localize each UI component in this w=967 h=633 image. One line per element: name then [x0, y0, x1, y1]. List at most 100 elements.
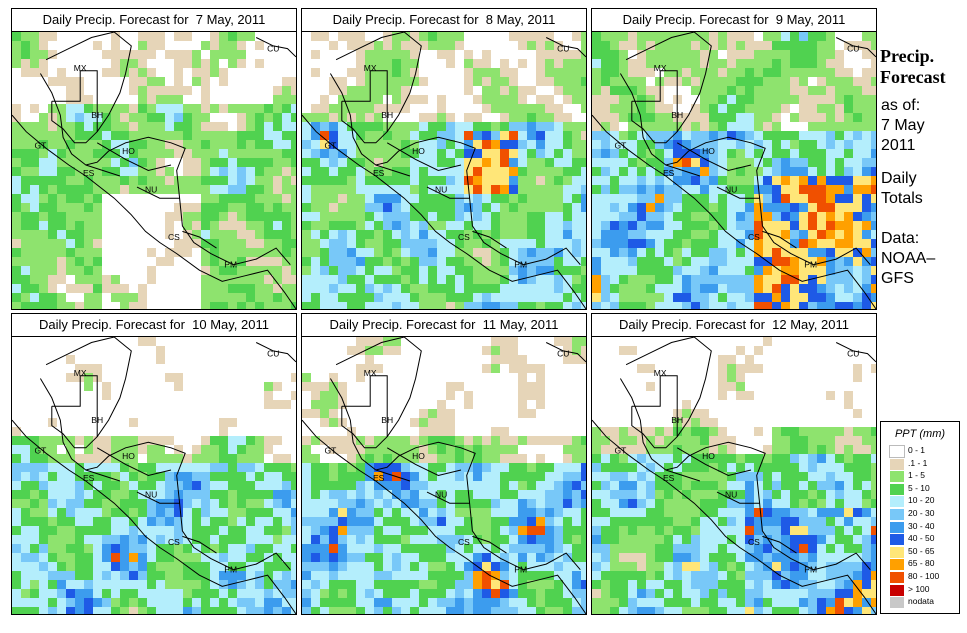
precip-cell	[75, 364, 84, 373]
precip-cell	[763, 131, 772, 140]
precip-cell	[637, 221, 646, 230]
precip-cell	[383, 472, 392, 481]
precip-cell	[66, 230, 75, 239]
precip-cell	[473, 266, 482, 275]
precip-cell	[637, 113, 646, 122]
precip-cell	[491, 526, 500, 535]
precip-cell	[66, 607, 75, 614]
country-border	[665, 164, 701, 177]
precip-cell	[718, 167, 727, 176]
precip-cell	[147, 176, 156, 185]
precip-cell	[320, 499, 329, 508]
precip-cell	[446, 32, 455, 41]
precip-cell	[219, 499, 228, 508]
precip-cell	[428, 472, 437, 481]
precip-cell	[691, 436, 700, 445]
precip-cell	[401, 445, 410, 454]
precip-cell	[174, 59, 183, 68]
precip-cell	[709, 472, 718, 481]
precip-cell	[374, 149, 383, 158]
precip-cell	[237, 131, 246, 140]
precip-cell	[437, 607, 446, 614]
precip-cell	[102, 284, 111, 293]
precip-cell	[527, 158, 536, 167]
precip-cell	[509, 364, 518, 373]
precip-cell	[619, 140, 628, 149]
precip-cell	[646, 131, 655, 140]
precip-cell	[39, 472, 48, 481]
legend-label: 5 - 10	[908, 482, 930, 493]
precip-cell	[464, 122, 473, 131]
precip-cell	[410, 140, 419, 149]
country-label-es: ES	[663, 168, 675, 178]
precip-cell	[183, 32, 192, 41]
precip-cell	[419, 463, 428, 472]
precip-cell	[718, 275, 727, 284]
precip-cell	[138, 436, 147, 445]
precip-cell	[709, 104, 718, 113]
precip-cell	[790, 445, 799, 454]
precip-cell	[628, 463, 637, 472]
precip-cell	[554, 517, 563, 526]
precip-cell	[709, 41, 718, 50]
precip-cell	[39, 607, 48, 614]
precip-cell	[799, 284, 808, 293]
precip-cell	[219, 481, 228, 490]
precip-cell	[374, 544, 383, 553]
precip-cell	[646, 59, 655, 68]
precip-cell	[581, 454, 586, 463]
precip-cell	[790, 194, 799, 203]
precip-cell	[736, 481, 745, 490]
precip-cell	[57, 221, 66, 230]
precip-cell	[291, 185, 296, 194]
precip-cell	[93, 185, 102, 194]
precip-cell	[592, 436, 601, 445]
precip-cell	[401, 95, 410, 104]
precip-cell	[563, 526, 572, 535]
precip-cell	[790, 32, 799, 41]
precip-cell	[844, 104, 853, 113]
precip-cell	[664, 472, 673, 481]
precip-cell	[491, 86, 500, 95]
precip-cell	[772, 86, 781, 95]
precip-cell	[871, 580, 876, 589]
country-label-cs: CS	[748, 537, 760, 547]
precip-cell	[500, 499, 509, 508]
precip-cell	[84, 445, 93, 454]
precip-cell	[826, 239, 835, 248]
precip-cell	[491, 598, 500, 607]
precip-cell	[102, 490, 111, 499]
precip-cell	[246, 158, 255, 167]
precip-cell	[165, 535, 174, 544]
precip-cell	[383, 508, 392, 517]
precip-cell	[302, 221, 311, 230]
precip-cell	[66, 571, 75, 580]
precip-cell	[84, 364, 93, 373]
precip-cell	[763, 598, 772, 607]
precip-cell	[320, 472, 329, 481]
precip-cell	[655, 454, 664, 463]
precip-cell	[619, 158, 628, 167]
precip-cell	[790, 598, 799, 607]
precip-cell	[581, 194, 586, 203]
precip-cell	[518, 293, 527, 302]
precip-cell	[664, 517, 673, 526]
precip-cell	[219, 257, 228, 266]
precip-cell	[545, 526, 554, 535]
precip-cell	[228, 131, 237, 140]
precip-cell	[75, 230, 84, 239]
precip-cell	[147, 50, 156, 59]
precip-cell	[581, 221, 586, 230]
precip-cell	[718, 266, 727, 275]
precip-cell	[183, 517, 192, 526]
precip-cell	[709, 86, 718, 95]
precip-cell	[401, 59, 410, 68]
precip-cell	[592, 95, 601, 104]
precip-cell	[264, 167, 273, 176]
precip-cell	[75, 284, 84, 293]
precip-cell	[356, 275, 365, 284]
precip-cell	[473, 490, 482, 499]
precip-cell	[201, 95, 210, 104]
precip-cell	[374, 302, 383, 309]
precip-cell	[799, 266, 808, 275]
